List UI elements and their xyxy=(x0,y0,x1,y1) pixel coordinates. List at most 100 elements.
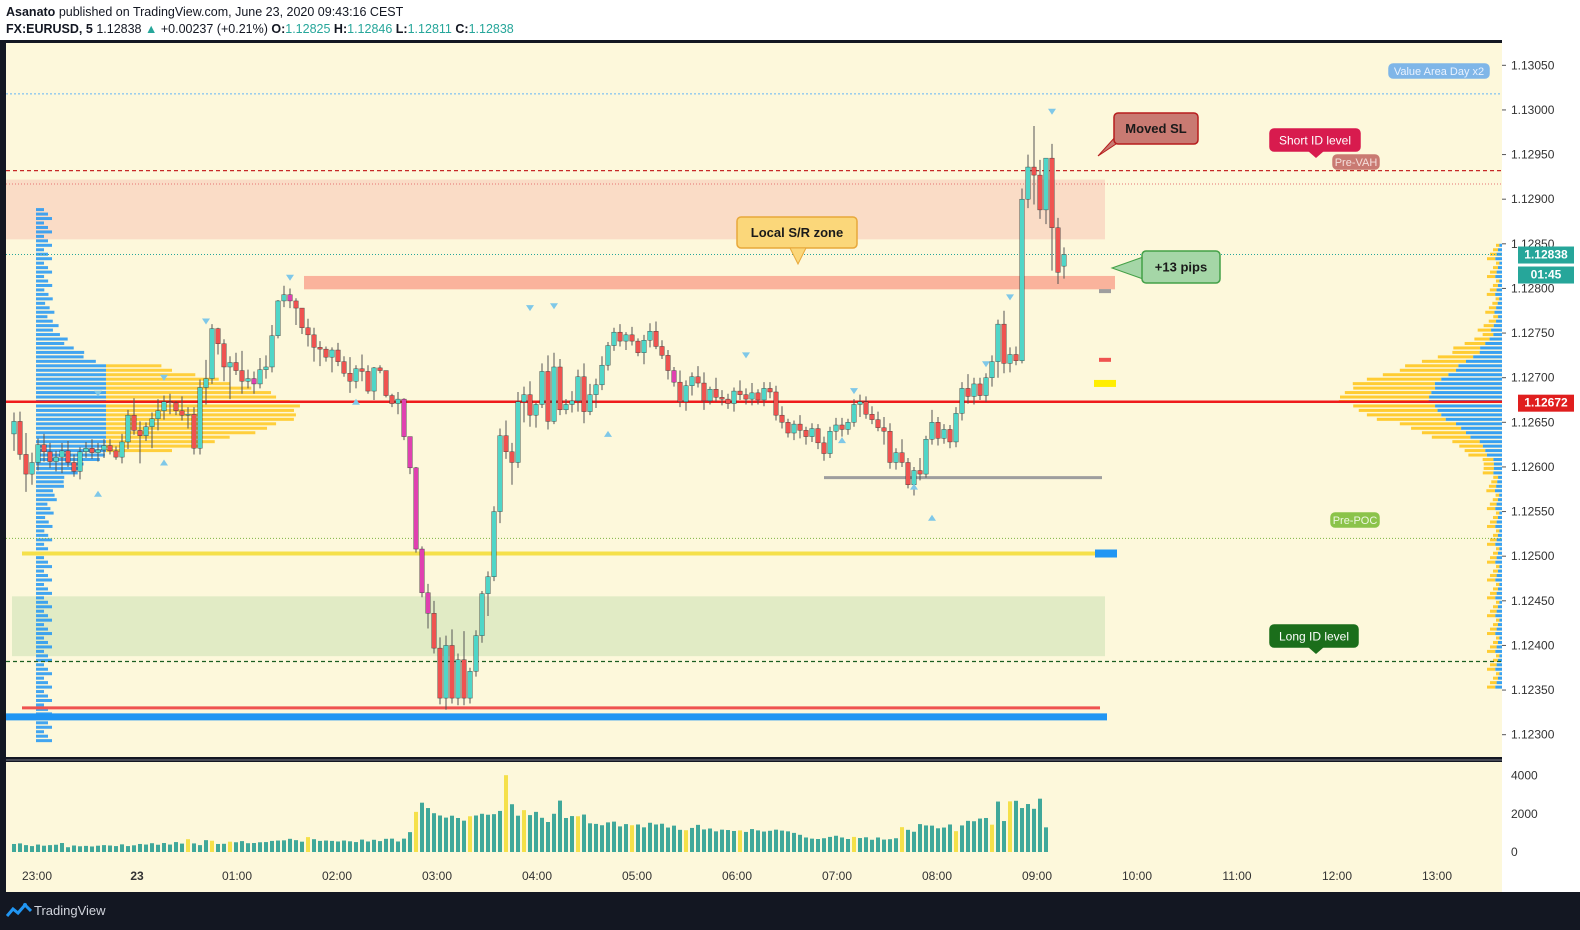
volume-bar xyxy=(780,830,784,852)
candle-body xyxy=(581,376,587,412)
candle-body xyxy=(509,451,515,463)
symbol-label[interactable]: FX:EURUSD, 5 xyxy=(6,22,93,36)
volume-profile-right xyxy=(1338,243,1502,689)
candle-body xyxy=(533,404,539,416)
profile-bar-blue xyxy=(1495,524,1502,528)
candle-body xyxy=(41,444,47,452)
volume-bar xyxy=(378,841,382,852)
profile-bar-blue xyxy=(36,297,53,301)
volume-bar xyxy=(594,823,598,852)
profile-bar-yellow xyxy=(1468,453,1487,457)
profile-bar-blue xyxy=(1496,645,1502,649)
volume-bar xyxy=(522,810,526,852)
time-axis: 23:00 23 01:00 02:00 03:00 04:00 05:00 06:00 07:… xyxy=(22,869,1452,883)
profile-bar-yellow xyxy=(1487,632,1496,636)
candle-body xyxy=(53,456,59,462)
candle-body xyxy=(539,371,545,405)
volume-bar xyxy=(228,841,232,852)
profile-bar-blue xyxy=(36,364,106,368)
candle-body xyxy=(821,442,827,454)
profile-bar-blue xyxy=(1456,422,1502,426)
profile-bar-blue xyxy=(36,239,49,243)
moved-sl-callout-box xyxy=(1113,112,1199,145)
profile-bar-blue xyxy=(36,649,44,653)
candle-body xyxy=(995,323,1001,362)
candle-body xyxy=(917,470,923,475)
pre-vah-label: Pre-VAH xyxy=(1332,154,1380,170)
volume-bar xyxy=(270,840,274,852)
profile-bar-yellow xyxy=(1490,574,1497,578)
profile-bar-blue xyxy=(36,739,52,743)
profile-bar-yellow xyxy=(1496,636,1500,640)
profile-bar-blue xyxy=(36,359,96,363)
profile-bar-yellow xyxy=(1486,524,1496,528)
candle-body xyxy=(815,428,821,444)
profile-bar-yellow xyxy=(1452,440,1480,444)
brand-label[interactable]: TradingView xyxy=(34,903,106,918)
volume-bar xyxy=(120,844,124,852)
candle-body xyxy=(1037,174,1043,211)
candle-body xyxy=(827,431,833,454)
candle-body xyxy=(245,378,251,382)
volume-bar xyxy=(666,827,670,852)
profile-bar-yellow xyxy=(1486,507,1496,511)
profile-bar-yellow xyxy=(1489,520,1497,524)
profile-bar-blue xyxy=(36,283,53,287)
profile-bar-blue xyxy=(36,449,106,453)
candle-body xyxy=(965,388,971,397)
marker-up-icon xyxy=(838,437,846,444)
profile-bar-yellow xyxy=(1464,449,1486,453)
profile-bar-yellow xyxy=(1482,333,1494,337)
profile-bar-yellow xyxy=(1492,301,1498,305)
candle-body xyxy=(713,389,719,398)
candle-body xyxy=(545,371,551,422)
profile-bar-blue xyxy=(36,444,106,448)
profile-bar-yellow xyxy=(1487,649,1496,653)
candle-body xyxy=(191,414,197,449)
candle-body xyxy=(869,414,875,420)
profile-bar-blue xyxy=(36,640,48,644)
candle-body xyxy=(593,384,599,395)
candle-body xyxy=(329,349,335,358)
profile-bar-blue xyxy=(1448,373,1502,377)
open-value: 1.12825 xyxy=(285,22,331,36)
profile-bar-blue xyxy=(36,618,52,622)
volume-bar xyxy=(222,843,226,852)
candle-body xyxy=(761,388,767,401)
volume-bar xyxy=(588,823,592,852)
volume-bar xyxy=(894,838,898,852)
candle-body xyxy=(347,373,353,382)
price-chart[interactable]: Moved SL Short ID level Pre-VAH Value Area … xyxy=(0,40,1580,892)
profile-bar-blue xyxy=(36,560,49,564)
low-value: 1.12811 xyxy=(407,22,452,36)
profile-bar-blue xyxy=(1498,475,1502,479)
profile-bar-blue xyxy=(1493,462,1502,466)
volume-bar xyxy=(906,829,910,852)
volume-bar xyxy=(528,815,532,852)
volume-bar xyxy=(1026,804,1030,852)
volume-bar xyxy=(702,829,706,852)
profile-bar-blue xyxy=(36,681,48,685)
profile-bar-yellow xyxy=(106,444,200,448)
profile-bar-blue xyxy=(1496,288,1502,292)
profile-bar-blue xyxy=(36,520,49,524)
volume-bar xyxy=(144,844,148,852)
marker-up-icon xyxy=(604,430,612,437)
profile-bar-blue xyxy=(1445,417,1502,421)
marker-up-icon xyxy=(94,490,102,497)
volume-bar xyxy=(384,838,388,852)
profile-bar-yellow xyxy=(1487,614,1496,618)
author-name[interactable]: Asanato xyxy=(6,5,56,19)
profile-bar-blue xyxy=(1441,413,1502,417)
profile-bar-yellow xyxy=(106,440,215,444)
candle-body xyxy=(785,422,791,434)
profile-bar-yellow xyxy=(1495,261,1500,265)
volume-bar xyxy=(732,830,736,852)
profile-bar-blue xyxy=(1496,270,1502,274)
profile-bar-blue xyxy=(1497,658,1502,662)
profile-bar-blue xyxy=(36,243,53,247)
candle-body xyxy=(173,402,179,411)
profile-bar-blue xyxy=(1496,502,1502,506)
candle-body xyxy=(83,447,89,452)
profile-bar-blue xyxy=(36,408,106,412)
